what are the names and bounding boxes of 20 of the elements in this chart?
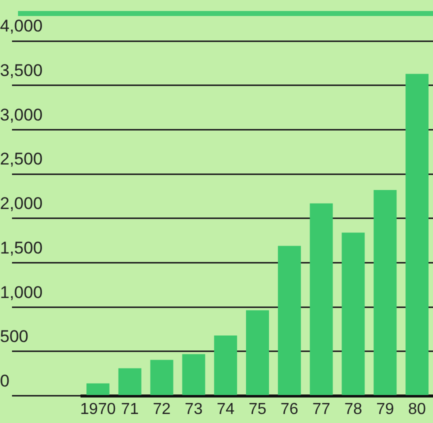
x-tick-label: 1970 — [80, 400, 116, 418]
y-tick-label: 1,000 — [0, 282, 43, 302]
y-tick-label: 1,500 — [0, 238, 43, 258]
y-tick-label: 4,000 — [0, 16, 43, 36]
x-tick-label: 76 — [280, 400, 298, 418]
x-tick-label: 78 — [344, 400, 362, 418]
x-tick-label: 71 — [120, 400, 139, 418]
y-tick-label: 0 — [0, 371, 10, 390]
y-tick-label: 500 — [0, 327, 28, 346]
x-tick-label: 74 — [216, 400, 235, 418]
x-tick-label: 75 — [248, 400, 266, 418]
x-tick-label: 77 — [312, 400, 330, 418]
x-tick-label: 80 — [408, 400, 426, 418]
x-tick-label: 79 — [376, 400, 394, 418]
y-tick-label: 3,000 — [0, 105, 43, 124]
x-tick-label: 73 — [184, 400, 203, 418]
y-tick-label: 2,500 — [0, 150, 43, 169]
y-tick-label: 2,000 — [0, 194, 43, 214]
y-tick-label: 3,500 — [0, 61, 43, 80]
x-tick-label: 72 — [152, 400, 171, 418]
